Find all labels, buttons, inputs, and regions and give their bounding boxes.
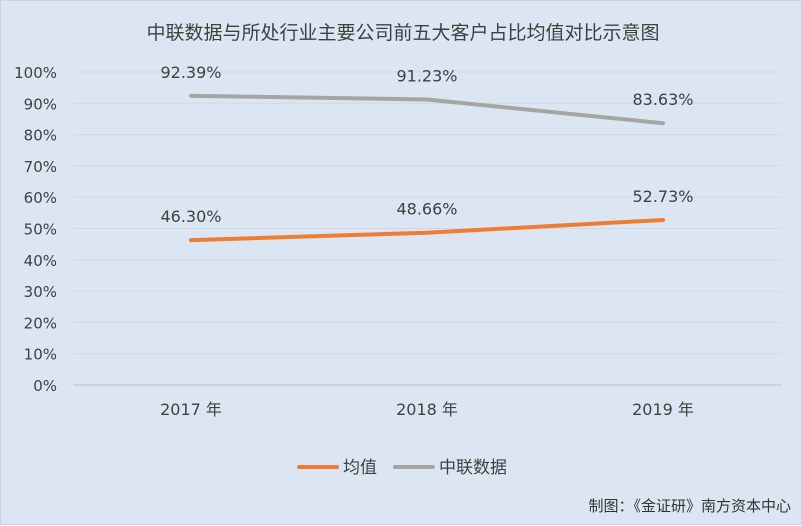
- data-label: 91.23%: [396, 66, 457, 85]
- y-tick-label: 60%: [24, 189, 57, 207]
- legend: 均值 中联数据: [297, 458, 507, 478]
- x-tick-label: 2019 年: [632, 400, 694, 419]
- data-label: 48.66%: [396, 200, 457, 219]
- gridlines: [73, 71, 781, 386]
- data-label: 46.30%: [160, 207, 221, 226]
- y-tick-label: 100%: [14, 64, 57, 82]
- y-tick-label: 40%: [24, 252, 57, 270]
- y-tick-label: 80%: [24, 127, 57, 145]
- y-tick-label: 0%: [33, 377, 57, 395]
- y-tick-label: 30%: [24, 283, 57, 301]
- series-line-2: [189, 93, 665, 126]
- y-axis: 0% 10% 20% 30% 40% 50% 60% 70% 80% 90% 100%: [14, 64, 57, 395]
- legend-label: 均值: [343, 458, 377, 478]
- y-tick-label: 90%: [24, 95, 57, 113]
- data-label: 83.63%: [632, 90, 693, 109]
- legend-label: 中联数据: [439, 458, 507, 478]
- series-line-1: [189, 217, 665, 243]
- y-tick-label: 10%: [24, 346, 57, 364]
- x-axis: 2017 年 2018 年 2019 年: [160, 400, 694, 419]
- y-tick-label: 70%: [24, 158, 57, 176]
- data-labels: 46.30% 48.66% 52.73% 92.39% 91.23% 83.63%: [160, 63, 693, 226]
- series-lines: [189, 93, 665, 243]
- credit-text: 制图：《金证研》南方资本中心: [588, 497, 791, 515]
- data-label: 92.39%: [160, 63, 221, 82]
- chart-title: 中联数据与所处行业主要公司前五大客户占比均值对比示意图: [146, 22, 659, 44]
- data-label: 52.73%: [632, 187, 693, 206]
- x-tick-label: 2018 年: [396, 400, 458, 419]
- y-tick-label: 20%: [24, 314, 57, 332]
- x-tick-label: 2017 年: [160, 400, 222, 419]
- y-tick-label: 50%: [24, 221, 57, 239]
